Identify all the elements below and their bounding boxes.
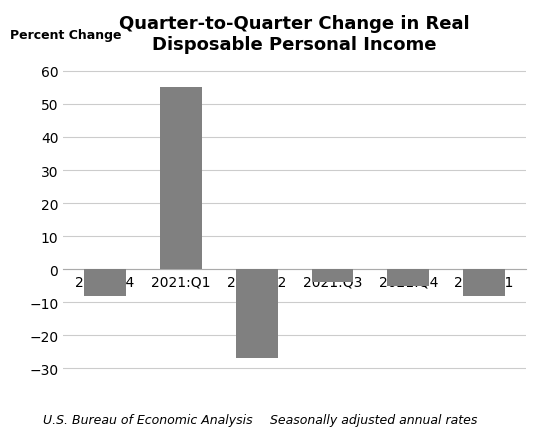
Bar xyxy=(463,270,505,296)
Bar xyxy=(84,270,126,296)
Bar xyxy=(387,270,429,286)
Bar xyxy=(236,270,278,359)
Text: U.S. Bureau of Economic Analysis: U.S. Bureau of Economic Analysis xyxy=(43,413,253,426)
Text: Percent Change: Percent Change xyxy=(10,29,122,42)
Bar xyxy=(160,88,202,270)
Text: Seasonally adjusted annual rates: Seasonally adjusted annual rates xyxy=(270,413,478,426)
Bar xyxy=(312,270,353,283)
Title: Quarter-to-Quarter Change in Real
Disposable Personal Income: Quarter-to-Quarter Change in Real Dispos… xyxy=(120,15,470,54)
